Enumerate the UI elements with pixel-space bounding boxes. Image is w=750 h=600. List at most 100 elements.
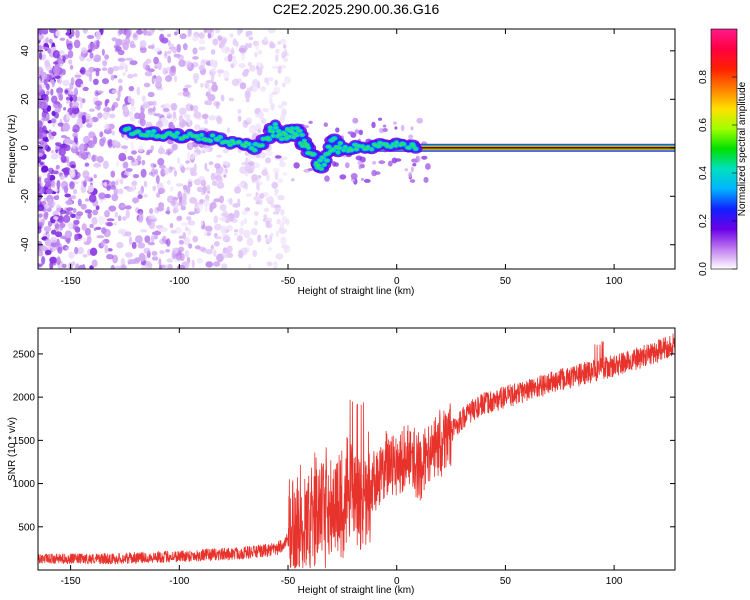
noise-cell <box>38 152 44 157</box>
track-cell <box>193 135 197 138</box>
noise-cell <box>104 54 109 60</box>
noise-cell <box>150 162 156 168</box>
noise-cell <box>157 158 165 166</box>
noise-cell <box>74 226 81 233</box>
noise-cell <box>200 179 207 187</box>
snr-y-tick-label: 1500 <box>13 436 36 447</box>
noise-cell <box>171 143 178 151</box>
spectrogram-x-tick-label: 100 <box>606 276 623 287</box>
noise-cell <box>263 208 269 213</box>
noise-cell <box>308 120 313 124</box>
track-cell <box>326 145 331 148</box>
noise-cell <box>355 155 363 161</box>
noise-cell <box>97 112 103 119</box>
noise-cell <box>254 51 258 58</box>
noise-cell <box>282 57 289 62</box>
noise-cell <box>178 114 184 123</box>
noise-cell <box>233 209 240 219</box>
noise-cell <box>44 249 52 256</box>
noise-cell <box>350 173 358 180</box>
track-cell <box>304 144 309 148</box>
noise-cell <box>65 32 71 36</box>
noise-cell <box>45 188 54 195</box>
noise-cell <box>267 29 276 34</box>
track-cell <box>196 135 199 138</box>
noise-cell <box>120 145 129 149</box>
spectrogram-x-tick-label: -150 <box>61 276 81 287</box>
noise-cell <box>212 180 218 186</box>
noise-cell <box>93 67 101 72</box>
track-cell <box>411 145 416 148</box>
track-cell <box>150 134 154 137</box>
noise-cell <box>38 263 43 268</box>
noise-cell <box>118 85 123 92</box>
noise-cell <box>203 201 210 207</box>
colorbar-ticks: 0.0 0.2 0.4 0.6 0.8 <box>698 70 737 276</box>
noise-cell <box>62 214 71 223</box>
track-cell <box>317 164 321 167</box>
noise-cell <box>124 64 128 73</box>
noise-cell <box>332 161 337 167</box>
noise-cell <box>107 67 114 75</box>
noise-cell <box>98 215 105 225</box>
spectrogram-track <box>118 119 423 174</box>
snr-y-tick-label: 500 <box>18 522 35 533</box>
noise-cell <box>125 205 132 210</box>
noise-cell <box>48 38 53 44</box>
noise-cell <box>178 59 186 67</box>
noise-cell <box>278 195 284 200</box>
noise-cell <box>124 231 132 237</box>
spectrogram-x-tick-label: -50 <box>281 276 296 287</box>
noise-cell <box>101 67 108 71</box>
noise-cell <box>192 47 198 55</box>
noise-cell <box>51 180 56 188</box>
noise-cell <box>186 186 191 194</box>
noise-cell <box>53 101 61 105</box>
noise-cell <box>207 100 212 106</box>
noise-cell <box>161 235 167 244</box>
track-cell <box>280 137 284 141</box>
noise-cell <box>193 178 202 186</box>
noise-cell <box>143 247 151 254</box>
track-cell <box>127 127 131 130</box>
noise-cell <box>259 199 263 206</box>
noise-cell <box>58 59 64 67</box>
noise-cell <box>148 214 157 220</box>
noise-cell <box>138 215 144 223</box>
track-cell <box>204 138 208 142</box>
noise-cell <box>55 142 62 146</box>
noise-cell <box>41 101 49 109</box>
noise-cell <box>217 72 222 77</box>
noise-cell <box>72 94 78 103</box>
track-cell <box>147 131 150 134</box>
noise-cell <box>123 171 128 176</box>
noise-cell <box>236 29 242 36</box>
noise-cell <box>187 33 192 37</box>
noise-cell <box>382 128 388 132</box>
track-cell <box>402 143 406 146</box>
track-cell <box>274 126 278 129</box>
noise-cell <box>50 88 54 96</box>
noise-cell <box>214 171 222 176</box>
noise-cell <box>237 115 242 123</box>
noise-cell <box>121 39 126 46</box>
noise-cell <box>239 82 247 90</box>
track-cell <box>241 143 245 147</box>
noise-cell <box>153 75 157 79</box>
track-cell <box>303 142 307 145</box>
track-cell <box>226 140 230 144</box>
noise-cell <box>243 182 249 190</box>
noise-cell <box>271 91 278 96</box>
noise-cell <box>125 57 134 61</box>
noise-cell <box>154 234 158 240</box>
noise-cell <box>38 177 42 182</box>
noise-cell <box>145 58 152 64</box>
noise-cell <box>236 183 245 188</box>
noise-cell <box>119 178 124 185</box>
noise-cell <box>244 207 251 212</box>
noise-cell <box>345 162 350 169</box>
track-cell <box>394 144 398 147</box>
track-cell <box>209 139 212 143</box>
noise-cell <box>167 55 172 64</box>
noise-cell <box>269 97 273 105</box>
